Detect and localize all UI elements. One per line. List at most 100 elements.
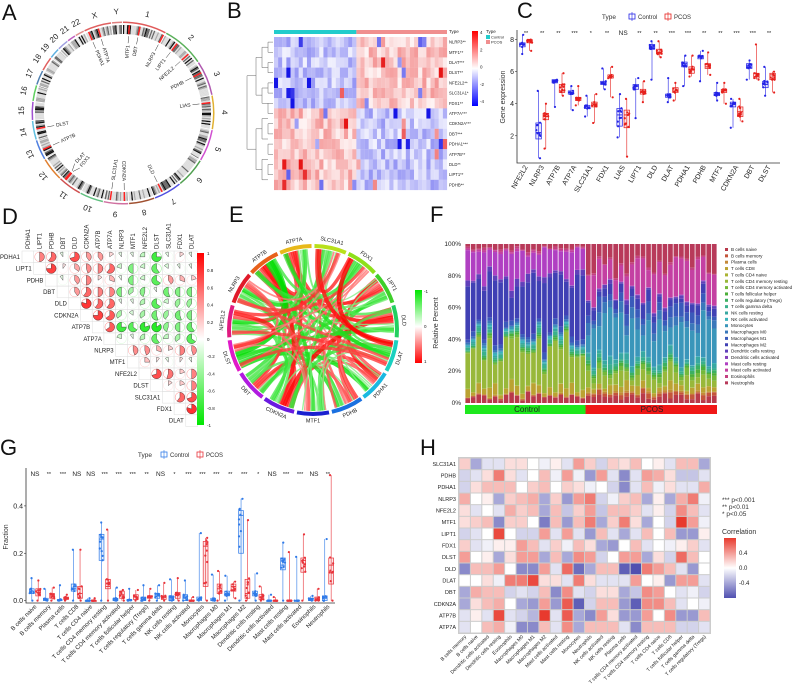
chromosome-band (112, 191, 116, 201)
heatmap-cell (302, 57, 308, 68)
bar-segment (547, 249, 553, 274)
data-point (72, 587, 75, 591)
data-point (168, 596, 172, 599)
segment-arc (227, 339, 242, 372)
data-point (115, 586, 118, 589)
heatmap-cell (426, 179, 431, 191)
heatmap-cell (539, 621, 550, 633)
chromosome-band (38, 134, 48, 139)
heatmap-cell (459, 610, 470, 621)
heatmap-cell (664, 470, 676, 481)
data-point (226, 592, 229, 595)
data-point (625, 155, 629, 158)
gene-connector (192, 103, 200, 106)
bar-segment (542, 362, 547, 364)
chromosome-band (195, 78, 205, 84)
bar-segment (509, 252, 514, 254)
bar-segment (531, 250, 536, 253)
heatmap-cell (290, 47, 295, 58)
correlation-cell (138, 320, 151, 334)
heatmap-cell (389, 47, 394, 58)
diagonal-cell (45, 274, 58, 287)
heatmap-cell (302, 47, 308, 58)
chromosome-band (50, 158, 60, 165)
correlation-cell (185, 297, 198, 310)
heatmap-cell (653, 598, 664, 610)
data-point (737, 114, 740, 117)
chromosome-band (36, 97, 46, 101)
chromosome-band (110, 25, 113, 35)
sample-bar (574, 244, 580, 403)
bar-segment (624, 299, 629, 301)
bar-segment (558, 326, 564, 333)
gene-connector (174, 61, 181, 67)
significance-label: ** (637, 31, 642, 37)
data-point (325, 537, 328, 541)
heatmap-cell (274, 67, 279, 78)
heatmap-cell (630, 505, 642, 516)
heatmap-cell (298, 169, 303, 180)
row-label: PDHA1 (0, 255, 21, 261)
segment-arc (231, 273, 252, 304)
bar-segment (558, 349, 564, 384)
heatmap-cell (368, 77, 373, 89)
heatmap-cell (376, 37, 382, 48)
data-point (122, 597, 125, 600)
chromosome-arc (197, 62, 213, 95)
bar-segment (591, 328, 597, 368)
bar-segment (547, 339, 553, 344)
heatmap-cell (442, 67, 448, 78)
heatmap-cell (294, 118, 299, 129)
bar-segment (514, 334, 520, 338)
heatmap-cell (642, 505, 653, 516)
row-label: ATP7B (439, 614, 456, 620)
correlation-cell (115, 274, 128, 287)
bar-segment (525, 352, 531, 354)
data-point (231, 589, 234, 592)
chromosome-band (142, 27, 147, 37)
correlation-pie (139, 298, 146, 306)
bar-segment (646, 287, 651, 290)
correlation-pie (179, 380, 185, 386)
heatmap-cell (372, 57, 378, 68)
bar-segment (509, 391, 514, 393)
data-point (225, 590, 228, 593)
heatmap-cell (664, 621, 676, 633)
heatmap-cell (414, 159, 419, 170)
bar-segment (711, 395, 717, 403)
heatmap-cell (676, 505, 687, 516)
bar-segment (711, 373, 717, 376)
chromosome-band (102, 189, 106, 199)
bar-segment (613, 395, 618, 403)
bar-segment (553, 246, 558, 250)
data-point (303, 556, 306, 559)
segment-label: SLC31A1 (320, 236, 344, 247)
chromosome-arc (211, 95, 215, 130)
colorbar (415, 290, 422, 363)
bar-segment (503, 329, 509, 332)
data-point (756, 74, 760, 77)
data-point (698, 80, 702, 83)
heatmap-cell (368, 88, 373, 99)
heatmap-cell (505, 575, 516, 586)
bar-segment (646, 370, 651, 375)
chromosome-band (174, 46, 182, 55)
bar-segment (679, 302, 684, 317)
bar-segment (695, 383, 701, 391)
correlation-cell (150, 285, 163, 299)
chromosome-band (78, 36, 85, 45)
row-label: DLD (445, 567, 456, 573)
correlation-pie (86, 251, 92, 262)
correlation-pie (116, 321, 127, 333)
heatmap-cell (335, 149, 341, 160)
heatmap-cell (306, 57, 312, 68)
segment-arc (227, 304, 235, 338)
bar-segment (668, 361, 673, 381)
bar-segment (465, 244, 471, 247)
legend-swatch (725, 343, 728, 347)
bar-segment (476, 278, 482, 320)
bar-segment (580, 349, 586, 354)
heatmap-cell (385, 169, 390, 180)
bar-segment (602, 360, 608, 365)
y-tick-label: 2 (510, 133, 514, 140)
